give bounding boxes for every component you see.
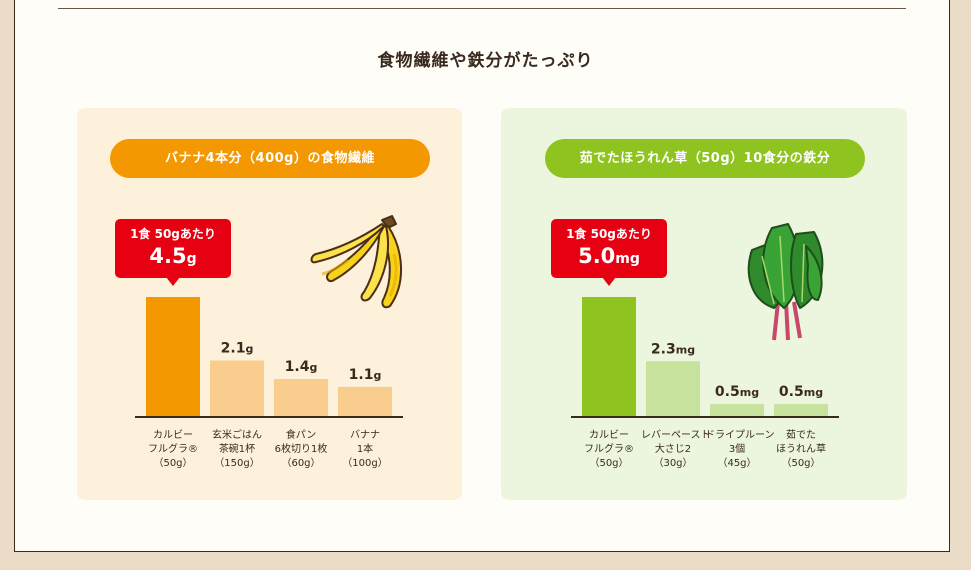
iron-callout-unit: mg — [615, 251, 640, 267]
iron-category-line: フルグラ® — [584, 444, 634, 455]
iron-category-line: ドライプルーン — [705, 430, 775, 441]
iron-bar-2 — [646, 361, 700, 416]
fiber-category-line: 1本 — [356, 444, 374, 455]
fiber-bar-1 — [146, 297, 200, 416]
iron-bar-4 — [774, 404, 828, 416]
iron-category-label-4: 茹でたほうれん草 （50g） — [769, 429, 833, 471]
iron-callout-text: 1食 50gあたり — [566, 227, 652, 241]
iron-category-line: （30g） — [653, 458, 693, 469]
fiber-category-line: 茶碗1杯 — [218, 444, 256, 455]
iron-bar-3 — [710, 404, 764, 416]
fiber-category-line: 食パン — [285, 430, 317, 441]
fiber-chart-title: バナナ4本分（400g）の食物繊維 — [110, 139, 430, 178]
iron-category-line: （50g） — [589, 458, 629, 469]
iron-category-line: （50g） — [781, 458, 821, 469]
fiber-category-line: 玄米ごはん — [212, 430, 262, 441]
fiber-category-line: フルグラ® — [148, 444, 198, 455]
spinach-icon — [747, 223, 824, 341]
top-divider — [58, 8, 906, 9]
iron-chart-title: 茹でたほうれん草（50g）10食分の鉄分 — [545, 139, 865, 178]
iron-callout-value: 5.0mg — [551, 243, 667, 272]
iron-category-line: 大さじ2 — [654, 444, 692, 455]
fiber-category-label-4: バナナ 1本 （100g） — [333, 429, 397, 471]
iron-value-label-4: 0.5mg — [779, 384, 823, 400]
iron-category-label-3: ドライプルーン 3個 （45g） — [705, 429, 775, 471]
fiber-category-label-3: 食パン 6枚切り1枚 （60g） — [269, 429, 333, 471]
iron-value-label-2: 2.3mg — [651, 341, 695, 357]
iron-category-line: 茹でた — [786, 430, 816, 441]
fiber-category-label-2: 玄米ごはん茶碗1杯 （150g） — [205, 429, 269, 471]
fiber-bar-4 — [338, 386, 392, 416]
banana-icon — [310, 215, 402, 309]
iron-category-line: （45g） — [717, 458, 757, 469]
iron-category-label-2: レバーペースト 大さじ2 （30g） — [641, 429, 711, 471]
fiber-category-line: （60g） — [281, 458, 321, 469]
fiber-category-label-1: カルビーフルグラ® （50g） — [141, 429, 205, 471]
fiber-category-line: カルビー — [153, 430, 193, 441]
fiber-value-label-2: 2.1g — [221, 340, 254, 356]
fiber-callout-unit: g — [186, 251, 197, 267]
iron-category-line: レバーペースト — [641, 430, 711, 441]
fiber-category-line: バナナ — [350, 430, 380, 441]
iron-value-label-3: 0.5mg — [715, 384, 759, 400]
fiber-bar-3 — [274, 378, 328, 416]
iron-category-line: ほうれん草 — [776, 444, 826, 455]
fiber-callout-text: 1食 50gあたり — [130, 227, 216, 241]
fiber-bar-2 — [210, 360, 264, 416]
fiber-category-line: （100g） — [342, 458, 388, 469]
iron-callout: 1食 50gあたり 5.0mg — [551, 219, 667, 286]
section-heading: 食物繊維や鉄分がたっぷり — [377, 51, 594, 71]
fiber-callout-value: 4.5g — [115, 243, 231, 272]
iron-category-label-1: カルビーフルグラ® （50g） — [577, 429, 641, 471]
fiber-category-line: （150g） — [214, 458, 260, 469]
iron-callout-number: 5.0 — [578, 244, 616, 268]
fiber-category-line: 6枚切り1枚 — [274, 444, 328, 455]
fiber-callout: 1食 50gあたり 4.5g — [115, 219, 231, 286]
iron-category-line: カルビー — [589, 430, 629, 441]
iron-category-line: 3個 — [728, 444, 746, 455]
iron-bar-1 — [582, 297, 636, 416]
fiber-value-label-3: 1.4g — [285, 359, 318, 375]
fiber-callout-number: 4.5 — [149, 244, 187, 268]
fiber-category-line: （50g） — [153, 458, 193, 469]
fiber-value-label-4: 1.1g — [349, 367, 382, 383]
